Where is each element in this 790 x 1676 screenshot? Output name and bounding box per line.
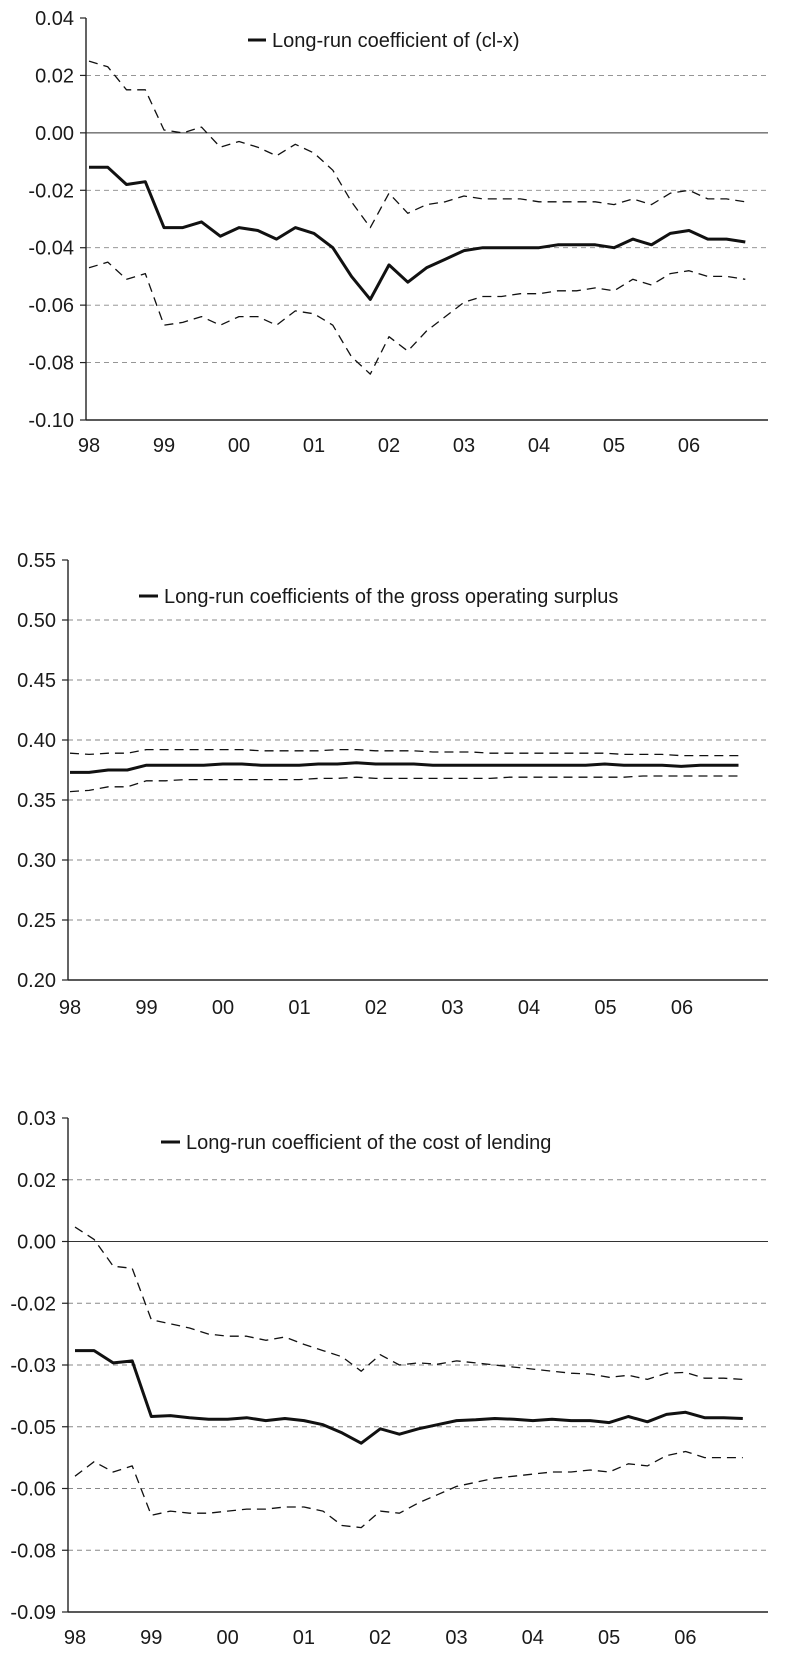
- y-tick-label: 0.55: [17, 550, 56, 572]
- y-tick-label: 0.00: [17, 1232, 56, 1254]
- series-line-upper-band: [88, 60, 746, 229]
- y-tick-label: -0.08: [28, 353, 74, 375]
- y-tick-label: 0.40: [17, 730, 56, 752]
- y-tick-label: -0.10: [28, 410, 74, 432]
- x-tick-label: 06: [678, 435, 700, 457]
- y-tick-label: 0.50: [17, 610, 56, 632]
- y-tick-label: 0.04: [35, 8, 74, 30]
- x-tick-label: 02: [369, 1627, 391, 1649]
- y-tick-label: 0.30: [17, 850, 56, 872]
- x-tick-label: 00: [228, 435, 250, 457]
- series-line-estimate: [70, 761, 739, 774]
- x-tick-label: 06: [674, 1627, 696, 1649]
- series-line-lower-band: [69, 775, 739, 793]
- x-tick-label: 05: [598, 1627, 620, 1649]
- legend-label: Long-run coefficients of the gross opera…: [164, 586, 618, 608]
- x-tick-label: 04: [518, 997, 540, 1019]
- x-tick-label: 05: [603, 435, 625, 457]
- x-tick-label: 03: [453, 435, 475, 457]
- x-tick-label: 01: [293, 1627, 315, 1649]
- x-tick-label: 02: [378, 435, 400, 457]
- x-tick-label: 01: [303, 435, 325, 457]
- y-tick-label: -0.05: [10, 1417, 56, 1439]
- x-tick-label: 05: [594, 997, 616, 1019]
- y-tick-label: 0.35: [17, 790, 56, 812]
- chart-cost-of-lending-coefficient: 0.03 0.02 0.00 -0.02 -0.03 -0.05 -0.06 -0.08 -0.…: [10, 1108, 768, 1649]
- y-tick-label: -0.09: [10, 1602, 56, 1624]
- series-line-lower-band: [88, 261, 746, 375]
- x-tick-label: 03: [441, 997, 463, 1019]
- y-tick-label: -0.06: [10, 1479, 56, 1501]
- y-tick-label: 0.03: [17, 1108, 56, 1130]
- x-tick-label: 03: [445, 1627, 467, 1649]
- series-line-estimate: [75, 1349, 743, 1445]
- y-tick-label: -0.06: [28, 295, 74, 317]
- series-line-upper-band: [74, 1226, 743, 1381]
- y-tick-label: -0.02: [10, 1293, 56, 1315]
- x-tick-label: 01: [288, 997, 310, 1019]
- x-tick-label: 98: [64, 1627, 86, 1649]
- y-tick-label: 0.00: [35, 123, 74, 145]
- series-line-estimate: [89, 165, 746, 301]
- x-tick-label: 02: [365, 997, 387, 1019]
- y-tick-label: 0.20: [17, 970, 56, 992]
- x-tick-label: 99: [135, 997, 157, 1019]
- y-tick-label: 0.02: [17, 1170, 56, 1192]
- y-tick-label: -0.03: [10, 1355, 56, 1377]
- x-tick-label: 98: [78, 435, 100, 457]
- x-tick-label: 04: [528, 435, 550, 457]
- y-tick-label: -0.08: [10, 1540, 56, 1562]
- y-tick-label: -0.04: [28, 238, 74, 260]
- x-tick-label: 00: [216, 1627, 238, 1649]
- series-line-upper-band: [69, 748, 739, 757]
- y-tick-label: 0.02: [35, 65, 74, 87]
- legend-label: Long-run coefficient of the cost of lend…: [186, 1132, 551, 1154]
- legend-label: Long-run coefficient of (cl-x): [272, 30, 520, 52]
- y-tick-label: 0.25: [17, 910, 56, 932]
- x-tick-label: 98: [59, 997, 81, 1019]
- x-tick-label: 06: [671, 997, 693, 1019]
- series-line-lower-band: [74, 1450, 743, 1529]
- x-tick-label: 00: [212, 997, 234, 1019]
- x-tick-label: 04: [522, 1627, 544, 1649]
- y-tick-label: -0.02: [28, 180, 74, 202]
- x-tick-label: 99: [153, 435, 175, 457]
- x-tick-label: 99: [140, 1627, 162, 1649]
- y-tick-label: 0.45: [17, 670, 56, 692]
